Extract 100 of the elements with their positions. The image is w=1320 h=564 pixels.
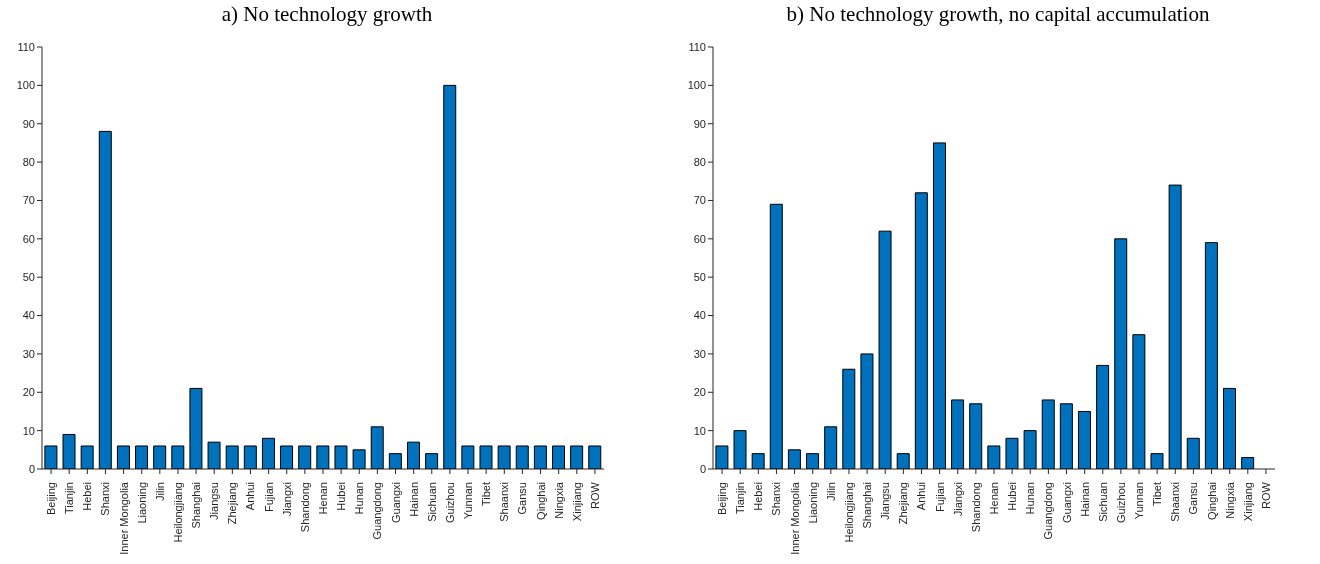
x-tick-label: Hunan bbox=[353, 482, 366, 515]
bar bbox=[261, 437, 275, 469]
x-tick-label: Anhui bbox=[244, 482, 257, 511]
bar bbox=[1223, 387, 1237, 469]
y-tick-label: 20 bbox=[22, 386, 35, 399]
x-tick-label: Jiangxi bbox=[951, 482, 964, 517]
x-tick-label: Hubei bbox=[1006, 482, 1019, 511]
x-tick-label: Zhejiang bbox=[226, 482, 239, 525]
x-tick-label: Jiangsu bbox=[208, 482, 221, 520]
y-tick-label: 50 bbox=[22, 271, 35, 284]
x-tick-label: Jiangxi bbox=[280, 482, 293, 517]
bar bbox=[443, 84, 457, 469]
y-tick-label: 40 bbox=[693, 309, 706, 322]
y-tick-label: 110 bbox=[688, 40, 706, 53]
bar bbox=[733, 430, 747, 469]
bar bbox=[1005, 437, 1019, 469]
bar bbox=[878, 230, 892, 469]
bar bbox=[987, 445, 1001, 469]
x-tick-label: Shaanxi bbox=[498, 482, 511, 522]
bar bbox=[1023, 430, 1037, 469]
x-tick-label: Tibet bbox=[480, 482, 493, 507]
x-tick-label: Sichuan bbox=[425, 482, 438, 522]
x-tick-label: Ningxia bbox=[552, 481, 565, 519]
bar bbox=[497, 445, 511, 469]
x-tick-label: Anhui bbox=[915, 482, 928, 511]
y-tick-label: 60 bbox=[693, 232, 706, 245]
bar bbox=[153, 445, 167, 469]
x-tick-label: Xinjiang bbox=[570, 482, 583, 522]
x-tick-label: Guangxi bbox=[389, 482, 402, 523]
y-tick-label: 60 bbox=[22, 232, 35, 245]
x-tick-label: Beijing bbox=[45, 482, 58, 516]
y-tick-label: 80 bbox=[22, 156, 35, 168]
x-tick-label: Hainan bbox=[1078, 482, 1091, 517]
y-tick-label: 70 bbox=[22, 194, 35, 207]
x-tick-label: ROW bbox=[588, 481, 601, 509]
y-tick-label: 100 bbox=[687, 79, 706, 92]
x-tick-label: Hunan bbox=[1024, 482, 1037, 515]
bar bbox=[552, 445, 566, 469]
bar bbox=[171, 445, 185, 469]
bar bbox=[116, 445, 130, 469]
bar bbox=[570, 445, 584, 469]
bar bbox=[425, 453, 439, 469]
bar bbox=[533, 445, 547, 469]
x-tick-label: Jilin bbox=[824, 482, 837, 501]
x-tick-label: Fujian bbox=[262, 482, 275, 512]
x-tick-label: Shanxi bbox=[770, 482, 783, 516]
y-tick-label: 100 bbox=[16, 79, 35, 92]
bar bbox=[896, 453, 910, 469]
x-tick-label: Qinghai bbox=[534, 482, 547, 520]
x-tick-label: Jilin bbox=[153, 482, 166, 501]
y-tick-label: 90 bbox=[693, 117, 706, 130]
bar bbox=[207, 441, 221, 469]
y-tick-label: 70 bbox=[693, 194, 706, 207]
bar bbox=[588, 445, 602, 469]
bar bbox=[715, 445, 729, 469]
bar bbox=[1204, 242, 1218, 469]
x-tick-label: Inner Mongolia bbox=[117, 481, 130, 555]
x-tick-label: Ningxia bbox=[1223, 481, 1236, 519]
bar bbox=[860, 353, 874, 469]
bar bbox=[280, 445, 294, 469]
bar bbox=[98, 130, 112, 469]
y-tick-label: 110 bbox=[17, 40, 35, 53]
bar bbox=[515, 445, 529, 469]
bar bbox=[316, 445, 330, 469]
bar bbox=[1132, 334, 1146, 469]
bar bbox=[1114, 238, 1128, 469]
x-tick-label: Xinjiang bbox=[1241, 482, 1254, 522]
x-tick-label: Liaoning bbox=[135, 482, 148, 524]
bar bbox=[406, 441, 420, 469]
bar bbox=[44, 445, 58, 469]
bar bbox=[370, 426, 384, 469]
x-tick-label: Shandong bbox=[969, 482, 982, 533]
bar bbox=[135, 445, 149, 469]
bar bbox=[969, 403, 983, 469]
chart-title: a) No technology growth bbox=[220, 2, 434, 27]
bar bbox=[1241, 456, 1255, 469]
bar bbox=[352, 449, 366, 469]
bar bbox=[62, 433, 76, 469]
bar bbox=[1168, 184, 1182, 469]
bar bbox=[189, 387, 203, 469]
x-tick-label: Shaanxi bbox=[1169, 482, 1182, 522]
bar bbox=[842, 368, 856, 469]
bar bbox=[334, 445, 348, 469]
y-tick-label: 10 bbox=[22, 424, 35, 437]
bar bbox=[1186, 437, 1200, 469]
x-tick-label: Shanghai bbox=[861, 482, 874, 529]
x-tick-label: Yunnan bbox=[462, 482, 475, 520]
y-tick-label: 90 bbox=[22, 117, 35, 130]
y-tick-label: 40 bbox=[22, 309, 35, 322]
y-tick-label: 20 bbox=[693, 386, 706, 399]
x-tick-label: Tibet bbox=[1151, 482, 1164, 507]
bar bbox=[914, 192, 928, 469]
bar bbox=[1096, 364, 1110, 469]
x-tick-label: Jiangsu bbox=[879, 482, 892, 520]
bar bbox=[751, 453, 765, 469]
x-tick-label: Shanghai bbox=[190, 482, 203, 529]
x-tick-label: Liaoning bbox=[806, 482, 819, 524]
y-tick-label: 50 bbox=[693, 271, 706, 284]
x-tick-label: Tianjin bbox=[63, 482, 76, 514]
chart-title: b) No technology growth, no capital accumulation bbox=[785, 2, 1211, 27]
